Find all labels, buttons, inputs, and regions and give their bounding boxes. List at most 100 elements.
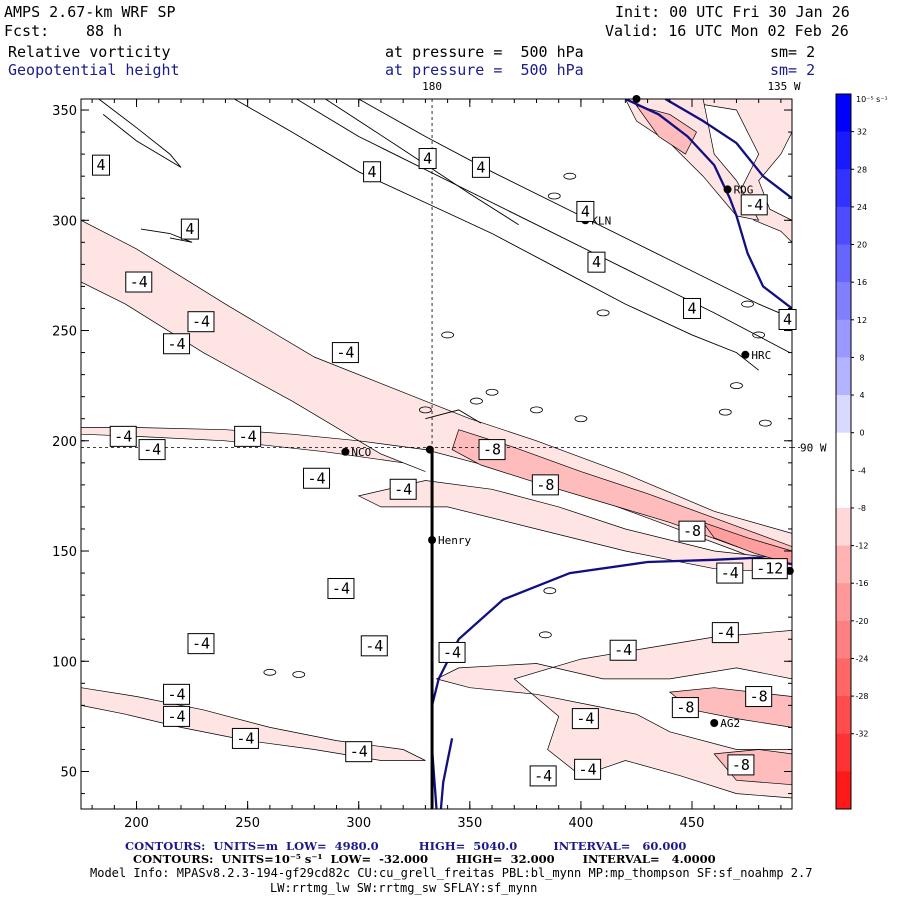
footer-vorticity-contours: CONTOURS: UNITS=10⁻⁵ s⁻¹ LOW= -32.000 HI… bbox=[133, 852, 716, 866]
y-tick-label: 50 bbox=[60, 766, 77, 781]
colorbar-tick-label: -20 bbox=[855, 617, 868, 626]
contour-label-text: -4 bbox=[236, 729, 254, 747]
contour-label: -4 bbox=[571, 708, 599, 730]
contour-label-text: -4 bbox=[716, 624, 734, 642]
field2-level: at pressure = 500 hPa bbox=[385, 61, 584, 79]
field1-name: Relative vorticity bbox=[8, 43, 171, 61]
forecast-hours: 88 h bbox=[86, 22, 123, 40]
colorbar-swatch bbox=[836, 169, 851, 208]
contour-label: -12 bbox=[751, 558, 788, 580]
contour-label-text: -4 bbox=[534, 767, 552, 785]
vorticity-contour-cell bbox=[563, 172, 577, 180]
vorticity-contour-cell bbox=[547, 192, 561, 200]
contour-label: -4 bbox=[360, 635, 388, 657]
vorticity-band bbox=[81, 687, 426, 761]
contour-label-box bbox=[471, 156, 490, 178]
contour-label-box bbox=[571, 708, 599, 730]
contour-label-box bbox=[711, 622, 739, 644]
contour-label-text: 4 bbox=[368, 163, 377, 181]
label-90w: 90 W bbox=[800, 441, 827, 454]
footer-model-info-2: LW:rrtmg_lw SW:rrtmg_sw SFLAY:sf_mynn bbox=[270, 881, 538, 895]
station-label-kln: KLN bbox=[591, 214, 611, 227]
contour-label-box bbox=[745, 686, 773, 708]
contour-label-text: -8 bbox=[676, 699, 694, 717]
vorticity-contour-cell bbox=[718, 408, 732, 416]
vorticity-band bbox=[357, 480, 792, 574]
contour-label-text: 4 bbox=[783, 310, 792, 328]
contour-label: -8 bbox=[745, 686, 773, 708]
contour-label-text: 4 bbox=[185, 220, 194, 238]
station-marker bbox=[710, 719, 719, 728]
colorbar-swatch bbox=[836, 620, 851, 659]
contour-label: -8 bbox=[478, 439, 506, 461]
station-label-henry: Henry bbox=[438, 534, 471, 547]
contour-label-box bbox=[727, 754, 755, 776]
contour-label-text: -4 bbox=[336, 344, 354, 362]
contour-label-box bbox=[678, 520, 706, 542]
colorbar-swatch bbox=[836, 282, 851, 321]
colorbar-tick-label: -8 bbox=[858, 504, 866, 513]
contour-label-box bbox=[187, 311, 215, 333]
colorbar-tick-label: -16 bbox=[855, 579, 868, 588]
contour-label: -4 bbox=[163, 333, 191, 355]
contour-label: -4 bbox=[234, 425, 262, 447]
footer-height-contours: CONTOURS: UNITS=m LOW= 4980.0 HIGH= 5040… bbox=[125, 839, 687, 853]
contour-label-box bbox=[587, 251, 606, 273]
contour-label-box bbox=[418, 148, 437, 170]
colorbar-swatch bbox=[836, 432, 851, 471]
contour-label: 4 bbox=[471, 156, 490, 178]
contour-label-text: -4 bbox=[307, 469, 325, 487]
contour-label-box bbox=[234, 425, 262, 447]
vorticity-contour-cell bbox=[263, 668, 277, 676]
contour-label-text: 4 bbox=[96, 156, 105, 174]
y-tick-label: 350 bbox=[52, 104, 77, 119]
contour-label-text: -8 bbox=[750, 688, 768, 706]
contour-label-text: -4 bbox=[192, 313, 210, 331]
height-contour-line bbox=[664, 99, 792, 200]
colorbar-tick-label: 0 bbox=[859, 429, 864, 438]
vorticity-contour-line bbox=[425, 409, 482, 424]
contour-label-box bbox=[529, 765, 557, 787]
vorticity-contour-cell bbox=[758, 419, 772, 427]
init-time: Init: 00 UTC Fri 30 Jan 26 bbox=[615, 3, 850, 21]
colorbar-swatch bbox=[836, 94, 851, 133]
vorticity-band bbox=[635, 105, 697, 155]
colorbar-swatch bbox=[836, 583, 851, 622]
y-tick-label: 150 bbox=[52, 545, 77, 560]
colorbar-swatch bbox=[836, 658, 851, 697]
contour-label-text: -8 bbox=[536, 476, 554, 494]
contour-label-box bbox=[345, 741, 373, 763]
contour-label: -8 bbox=[531, 474, 559, 496]
colorbar-swatch bbox=[836, 470, 851, 509]
contour-label: -4 bbox=[529, 765, 557, 787]
vorticity-contour-cell bbox=[752, 331, 766, 339]
station-marker bbox=[741, 350, 750, 359]
contour-label: 4 bbox=[363, 161, 382, 183]
contour-label-text: -12 bbox=[756, 560, 783, 578]
colorbar-tick-label: 12 bbox=[857, 316, 867, 325]
station-label-ag2: AG2 bbox=[720, 717, 740, 730]
contour-label-box bbox=[360, 635, 388, 657]
colorbar-tick-label: 32 bbox=[857, 128, 867, 137]
colorbar-tick-label: -28 bbox=[855, 692, 868, 701]
contour-label: -4 bbox=[574, 758, 602, 780]
x-tick-label: 350 bbox=[457, 816, 482, 831]
field2-smoothing: sm= 2 bbox=[770, 61, 816, 79]
contour-label-box bbox=[138, 439, 166, 461]
contour-label-text: 4 bbox=[688, 299, 697, 317]
contour-label: -4 bbox=[163, 705, 191, 727]
contour-label-box bbox=[180, 218, 199, 240]
x-tick-label: 450 bbox=[680, 816, 705, 831]
colorbar-tick-label: 24 bbox=[857, 203, 867, 212]
contour-label-text: -4 bbox=[443, 643, 461, 661]
colorbar-swatch bbox=[836, 395, 851, 434]
station-marker bbox=[425, 445, 434, 454]
contour-label-box bbox=[740, 194, 768, 216]
contour-label-text: -4 bbox=[576, 710, 594, 728]
contour-label-text: 4 bbox=[592, 253, 601, 271]
contour-label: -4 bbox=[331, 342, 359, 364]
vorticity-contour-cell bbox=[741, 300, 754, 308]
colorbar-swatch bbox=[836, 696, 851, 735]
vorticity-contour-line bbox=[98, 99, 182, 168]
